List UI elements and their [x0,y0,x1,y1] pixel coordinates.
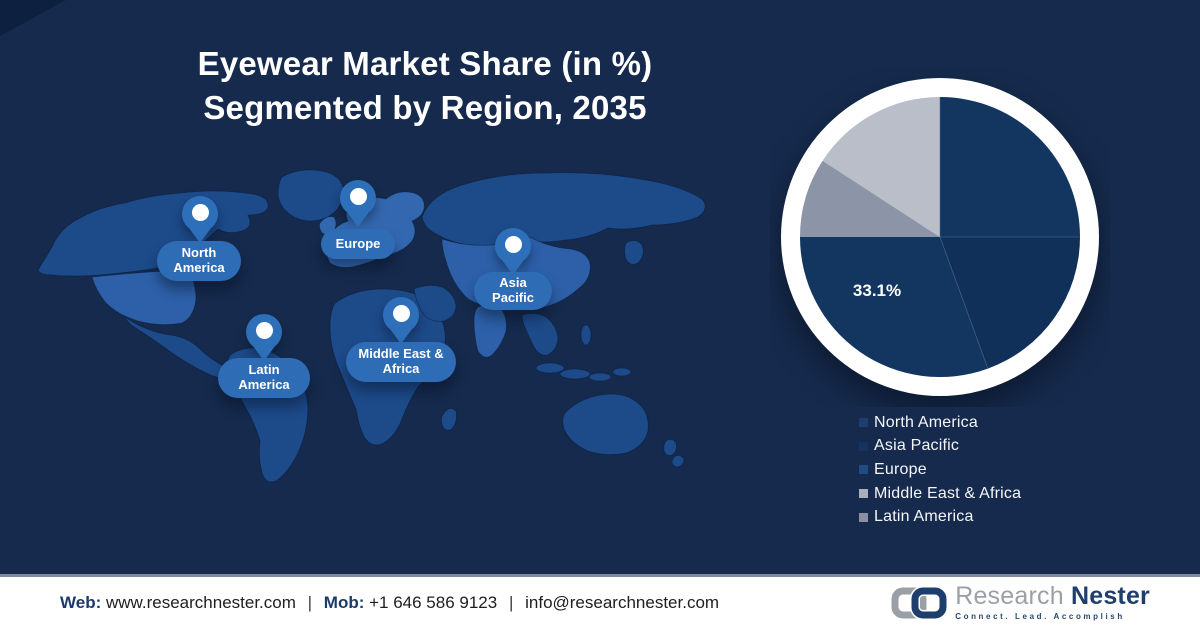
legend-swatch [859,418,868,428]
north-america-pin-icon [182,196,218,232]
europe-label: Europe [321,229,395,259]
title-line-2: Segmented by Region, 2035 [203,89,647,126]
title-line-1: Eyewear Market Share (in %) [197,45,653,82]
map-india [473,303,507,358]
pie-chart: 33.1% [770,67,1110,407]
legend-swatch [859,512,868,522]
legend-label: North America [874,413,978,431]
latin-america-pin-tail [253,346,275,361]
legend-item-europe: Europe [859,458,1021,482]
legend-swatch [859,489,868,499]
north-america-label: North America [157,241,241,281]
brand-name: Research Nester [955,583,1150,609]
pin-label-text: Asia Pacific [492,275,534,305]
chain-links-icon [891,586,948,620]
pin-label-text: Middle East & Africa [358,346,444,376]
pin-label-text: Latin America [238,362,290,392]
page-title: Eyewear Market Share (in %) Segmented by… [130,42,720,130]
research-nester-logo: Research Nester Connect. Lead. Accomplis… [891,583,1150,621]
pin-dot [349,188,367,205]
legend-label: Middle East & Africa [874,484,1022,502]
europe-pin-tail [347,212,369,227]
map-greenland [277,169,345,222]
brand-name-nester: Nester [1070,582,1150,610]
website-url: www.researchnester.com [105,592,296,612]
pie-segment-hairlines [939,97,1080,369]
pin-label-text: North America [173,245,225,275]
legend-label: Latin America [874,508,974,526]
footer-divider [0,574,1200,577]
map-indonesia-3 [588,372,612,382]
legend-swatch [859,441,868,451]
legend-item-latin-america: Latin America [859,505,1021,529]
separator: | [508,592,514,612]
mob-label: Mob: [323,592,365,612]
asia-pacific-pin-icon [495,228,531,264]
europe-pin-icon [340,180,376,216]
map-indonesia-4 [612,367,632,377]
map-middle-east [413,285,457,322]
web-label: Web: [60,592,102,612]
middle-east-africa-pin-tail [390,329,412,344]
middle-east-africa-pin-icon [383,297,419,333]
north-america-pin-tail [189,228,211,243]
latin-america-pin-icon [246,314,282,350]
pie-data-label: 33.1% [853,281,901,300]
pin-label-text: Europe [335,235,381,251]
brand-name-research: Research [955,582,1064,610]
map-australia [562,393,649,455]
phone-number: +1 646 586 9123 [369,592,498,612]
pie-chart-svg: 33.1% [781,78,1099,396]
middle-east-africa-label: Middle East & Africa [346,342,456,382]
pie-legend: North America Asia Pacific Europe Middle… [859,411,1021,529]
map-new-zealand-north [663,439,677,456]
legend-item-asia-pacific: Asia Pacific [859,435,1021,459]
pin-dot [191,204,209,221]
pie-segment-north-america [940,97,1080,237]
asia-pacific-label: Asia Pacific [474,272,552,310]
pin-dot [255,322,273,339]
map-russia [421,172,706,247]
separator: | [307,592,313,612]
legend-item-north-america: North America [859,411,1021,435]
map-madagascar [440,408,457,431]
corner-accent-shape [0,0,66,36]
pin-dot [504,236,522,253]
legend-swatch [859,465,868,475]
pie-segment-middle-east-africa [800,160,940,237]
latin-america-label: Latin America [218,358,310,398]
map-philippines [580,324,592,346]
map-japan [624,240,644,265]
logo-text: Research Nester Connect. Lead. Accomplis… [955,583,1150,621]
map-new-zealand-south [671,455,685,468]
footer-bar: Web: www.researchnester.com | Mob: +1 64… [0,577,1200,628]
map-southeast-asia [521,313,559,356]
contact-info: Web: www.researchnester.com | Mob: +1 64… [60,593,719,613]
email-address: info@researchnester.com [525,592,720,612]
brand-tagline: Connect. Lead. Accomplish [955,612,1125,621]
legend-label: Europe [874,460,927,478]
pie-segment-latin-america [822,97,940,237]
legend-item-middle-east-africa: Middle East & Africa [859,482,1021,506]
pie-segment-europe [800,237,988,378]
legend-label: Asia Pacific [874,437,960,455]
asia-pacific-pin-tail [502,260,524,275]
pie-segments [800,97,1080,378]
map-indonesia-1 [535,362,565,374]
pin-dot [392,305,410,322]
pie-segment-asia-pacific [940,237,1080,369]
map-indonesia-2 [559,368,591,380]
